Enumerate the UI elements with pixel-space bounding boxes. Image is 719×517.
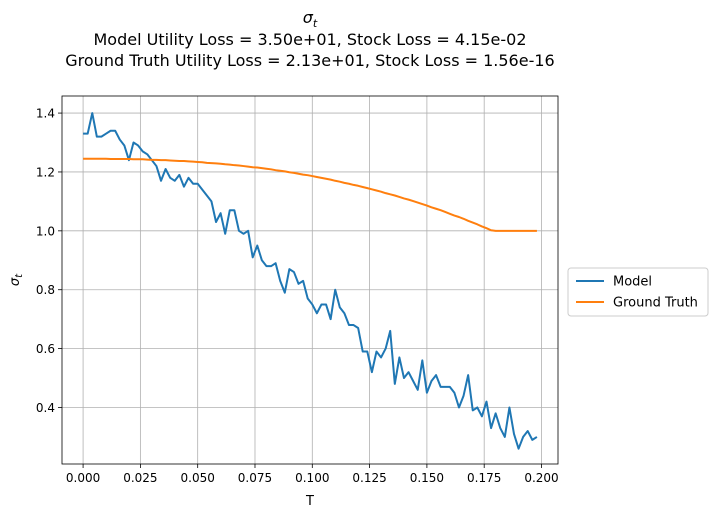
x-tick-label: 0.025 bbox=[123, 471, 157, 485]
series-layer bbox=[83, 112, 538, 450]
legend: Model Ground Truth bbox=[567, 267, 709, 317]
x-tick-label: 0.125 bbox=[352, 471, 386, 485]
x-tick-label: 0.000 bbox=[66, 471, 100, 485]
y-tick-label: 0.4 bbox=[36, 401, 55, 415]
x-tick-label: 0.175 bbox=[467, 471, 501, 485]
legend-label-model: Model bbox=[613, 275, 652, 290]
ground-truth-line bbox=[83, 157, 537, 232]
legend-label-ground-truth: Ground Truth bbox=[613, 296, 698, 311]
y-axis-label: σt bbox=[8, 273, 25, 286]
plot-area bbox=[62, 96, 558, 464]
y-tick-label: 1.0 bbox=[36, 224, 55, 238]
x-tick-label: 0.200 bbox=[524, 471, 558, 485]
axis-ticks: 0.000 0.025 0.050 0.075 0.100 0.125 0.150 0.175… bbox=[36, 107, 559, 485]
x-tick-label: 0.050 bbox=[181, 471, 215, 485]
y-tick-label: 0.6 bbox=[36, 342, 55, 356]
grid-lines bbox=[62, 96, 558, 464]
y-tick-label: 1.4 bbox=[36, 107, 55, 121]
chart-title-symbol: σt bbox=[303, 8, 318, 30]
x-axis-label: T bbox=[305, 494, 314, 509]
x-tick-label: 0.075 bbox=[238, 471, 272, 485]
chart-title-model-loss: Model Utility Loss = 3.50e+01, Stock Los… bbox=[94, 30, 527, 49]
x-tick-label: 0.100 bbox=[295, 471, 329, 485]
chart-title-ground-truth-loss: Ground Truth Utility Loss = 2.13e+01, St… bbox=[65, 51, 554, 70]
model-line bbox=[83, 112, 538, 450]
y-tick-label: 1.2 bbox=[36, 165, 55, 179]
x-tick-label: 0.150 bbox=[410, 471, 444, 485]
y-tick-label: 0.8 bbox=[36, 283, 55, 297]
plot-frame bbox=[61, 95, 559, 465]
